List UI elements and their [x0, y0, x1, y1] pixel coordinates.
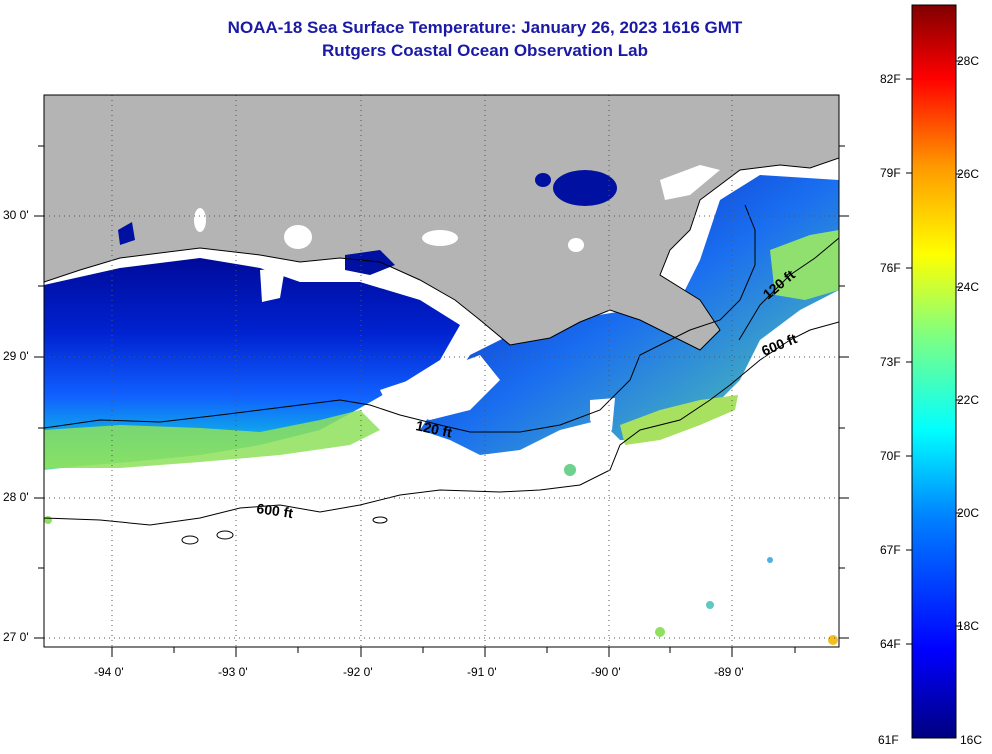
- colorbar-c-label: 20C: [957, 506, 980, 520]
- lon-label: -92 0': [343, 665, 373, 679]
- cloud-patch: [568, 238, 584, 252]
- chart-subtitle: Rutgers Coastal Ocean Observation Lab: [322, 41, 648, 60]
- cloud-patch: [284, 225, 312, 249]
- sst-speck: [655, 627, 665, 637]
- colorbar-f-label: 82F: [880, 72, 901, 86]
- contour-label-600ft-west: 600 ft: [256, 500, 295, 521]
- colorbar-c-label: 24C: [957, 280, 980, 294]
- calcasieu-lake: [118, 222, 135, 245]
- cloud-patch: [422, 230, 458, 246]
- colorbar-c-label: 22C: [957, 393, 980, 407]
- sst-speck: [564, 464, 576, 476]
- sst-west-band: [44, 258, 460, 470]
- contour-600ft: [44, 321, 839, 526]
- sst-speck: [706, 601, 714, 609]
- colorbar-ticks: [906, 60, 962, 645]
- contour-label-120ft-west: 120 ft: [414, 417, 453, 440]
- sst-speck: [44, 516, 52, 524]
- colorbar-f-label: 73F: [880, 355, 901, 369]
- lake-maurepas: [535, 173, 551, 187]
- graticule: [44, 95, 839, 647]
- cloud-patch: [194, 208, 206, 232]
- sst-speck: [828, 635, 838, 645]
- contour-120ft-west: [44, 204, 756, 433]
- sst-speck: [767, 557, 773, 563]
- colorbar-f-label: 79F: [880, 166, 901, 180]
- colorbar-f-label: 61F: [878, 733, 899, 747]
- map-frame: [43, 94, 840, 648]
- chart-title: NOAA-18 Sea Surface Temperature: January…: [227, 18, 743, 37]
- land-coastline: [44, 95, 839, 350]
- colorbar-c-label: 16C: [960, 733, 983, 747]
- coastline-outline: [44, 157, 839, 351]
- sst-west-warm-fringe: [44, 410, 380, 468]
- lake-pontchartrain: [553, 170, 617, 206]
- cloud-patch: [590, 398, 615, 440]
- axis-ticks: [34, 145, 849, 657]
- colorbar-c-label: 28C: [957, 54, 980, 68]
- cloud-south-region: [44, 470, 839, 647]
- lat-label: 28 0': [3, 490, 29, 504]
- colorbar-c-label: 18C: [957, 619, 980, 633]
- colorbar-f-label: 76F: [880, 261, 901, 275]
- lon-label: -93 0': [218, 665, 248, 679]
- lat-label: 30 0': [3, 208, 29, 222]
- contour-loop: [181, 535, 199, 545]
- cloud-patch: [260, 268, 285, 302]
- cloud-patch: [380, 355, 500, 420]
- colorbar-f-label: 64F: [880, 637, 901, 651]
- colorbar: [911, 4, 957, 739]
- lat-label: 27 0': [3, 630, 29, 644]
- colorbar-f-label: 67F: [880, 543, 901, 557]
- vermilion-bay: [345, 250, 395, 275]
- contour-loop: [216, 530, 234, 540]
- lon-label: -94 0': [94, 665, 124, 679]
- colorbar-c-label: 26C: [957, 167, 980, 181]
- lon-label: -89 0': [714, 665, 744, 679]
- colorbar-f-label: 70F: [880, 449, 901, 463]
- contour-120ft-east: [738, 237, 839, 341]
- contour-loop: [372, 516, 388, 524]
- cloud-patch: [660, 165, 720, 200]
- lat-label: 29 0': [3, 349, 29, 363]
- lon-label: -90 0': [591, 665, 621, 679]
- lon-label: -91 0': [467, 665, 497, 679]
